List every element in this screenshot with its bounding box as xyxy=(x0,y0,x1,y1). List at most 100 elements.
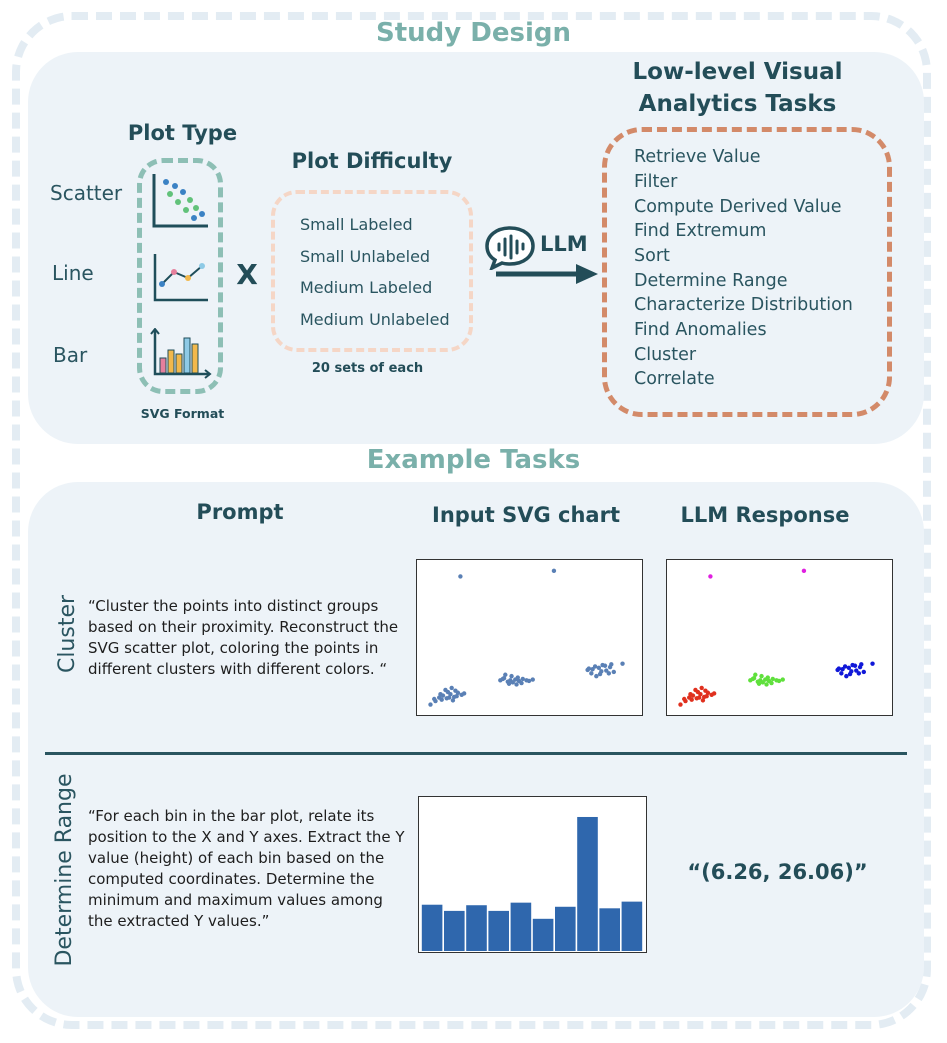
input-scatter-point xyxy=(428,702,433,707)
input-chart-column-heading: Input SVG chart xyxy=(432,503,620,527)
input-scatter-point xyxy=(438,691,443,697)
determine-range-prompt-text: “For each bin in the bar plot, relate it… xyxy=(88,807,405,930)
input-scatter-point xyxy=(449,685,454,691)
cluster-scatter-point xyxy=(849,669,854,674)
plot-type-dashed-box xyxy=(137,158,223,394)
input-scatter-point xyxy=(432,696,437,702)
cluster-scatter-point xyxy=(852,663,858,668)
input-scatter-point xyxy=(590,667,595,672)
cluster-scatter-point xyxy=(758,678,763,683)
bar-10 xyxy=(621,901,643,951)
input-scatter-point xyxy=(611,669,616,675)
input-scatter-point xyxy=(439,697,444,702)
cluster-scatter-point xyxy=(699,685,704,691)
bar-plot-icon xyxy=(150,328,212,379)
example-tasks-title: Example Tasks xyxy=(366,445,581,475)
bar-4 xyxy=(488,910,509,951)
cluster-scatter-point xyxy=(770,676,775,682)
determine-range-row-label: Determine Range xyxy=(52,773,77,967)
bar-1 xyxy=(421,904,443,951)
cluster-input-scatter xyxy=(428,568,625,707)
cluster-scatter-point xyxy=(704,694,709,699)
cluster-scatter-point xyxy=(776,678,782,684)
cluster-scatter-point xyxy=(839,671,844,676)
tasks-heading-line1: Low-level Visual xyxy=(632,59,843,85)
task-item: Compute Derived Value xyxy=(634,197,842,217)
plot-type-heading: Plot Type xyxy=(127,121,238,145)
input-scatter-point xyxy=(514,682,519,687)
twenty-sets-caption: 20 sets of each xyxy=(311,361,424,376)
cluster-scatter-point xyxy=(836,666,842,671)
cluster-scatter-point xyxy=(870,661,875,666)
cluster-scatter-point xyxy=(759,673,764,679)
cluster-scatter-point xyxy=(840,667,845,672)
bar-9 xyxy=(599,908,620,951)
difficulty-item: Small Labeled xyxy=(300,215,413,234)
cluster-scatter-point xyxy=(703,688,708,693)
cluster-scatter-point xyxy=(780,677,785,682)
cluster-scatter-point xyxy=(801,568,807,574)
cluster-scatter-point xyxy=(764,682,769,687)
cluster-scatter-point xyxy=(688,691,693,697)
cluster-scatter-point xyxy=(756,681,762,686)
cluster-scatter-point xyxy=(700,698,706,703)
input-scatter-point xyxy=(530,677,535,682)
task-item: Correlate xyxy=(634,369,715,389)
tasks-heading: Low-level Visual Analytics Tasks xyxy=(600,56,875,120)
plot-type-line-label: Line xyxy=(52,261,94,285)
input-scatter-point xyxy=(503,672,508,677)
input-scatter-point xyxy=(454,694,459,699)
cluster-response-chart xyxy=(666,559,893,716)
cluster-scatter-point xyxy=(846,665,852,671)
cluster-scatter-point xyxy=(765,675,770,680)
input-scatter-point xyxy=(519,680,524,686)
arrow-right-icon xyxy=(496,264,598,284)
input-scatter-point xyxy=(599,669,604,674)
row-divider xyxy=(45,752,907,755)
llm-response-column-heading: LLM Response xyxy=(680,503,850,527)
task-item: Find Anomalies xyxy=(634,320,767,340)
input-scatter-point xyxy=(602,663,608,668)
task-item: Sort xyxy=(634,246,670,266)
input-scatter-point xyxy=(453,688,458,693)
input-scatter-point xyxy=(461,691,467,696)
input-scatter-point xyxy=(620,661,625,666)
bar-6 xyxy=(532,918,554,951)
study-design-panel xyxy=(28,52,924,444)
cluster-scatter-point xyxy=(753,672,758,677)
input-scatter-point xyxy=(509,673,514,679)
cluster-row-label: Cluster xyxy=(55,594,80,674)
determine-range-response: “(6.26, 26.06)” xyxy=(687,860,868,884)
input-scatter-point xyxy=(586,666,592,671)
difficulty-item: Medium Unlabeled xyxy=(300,310,450,329)
input-scatter-point xyxy=(506,681,512,686)
cluster-scatter-point xyxy=(682,696,687,702)
cluster-scatter-point xyxy=(678,702,683,707)
plot-type-scatter-label: Scatter xyxy=(50,181,123,205)
cluster-scatter-point xyxy=(861,669,866,675)
task-item: Cluster xyxy=(634,345,697,365)
input-scatter-point xyxy=(609,662,614,667)
input-scatter-point xyxy=(446,695,452,700)
llm-label: LLM xyxy=(540,232,588,256)
input-scatter-point xyxy=(500,676,506,682)
input-scatter-point xyxy=(508,678,513,683)
task-item: Filter xyxy=(634,172,678,192)
bar-2 xyxy=(444,910,465,951)
plot-difficulty-heading: Plot Difficulty xyxy=(291,149,453,173)
input-scatter-point xyxy=(594,673,599,679)
task-item: Characterize Distribution xyxy=(634,295,853,315)
plot-difficulty-dashed-box xyxy=(271,190,473,352)
bar-5 xyxy=(510,902,532,951)
plot-type-bar-label: Bar xyxy=(53,343,88,367)
bar-8 xyxy=(577,816,598,951)
difficulty-item: Medium Labeled xyxy=(300,278,433,297)
cluster-prompt-text: “Cluster the points into distinct groups… xyxy=(88,597,399,678)
cluster-scatter-point xyxy=(859,662,864,667)
outer-dashed-border xyxy=(12,12,931,1029)
task-item: Determine Range xyxy=(634,271,788,291)
difficulty-item: Small Unlabeled xyxy=(300,247,431,266)
cluster-response-scatter xyxy=(678,568,875,707)
cluster-scatter-point xyxy=(696,695,702,700)
task-item: Find Extremum xyxy=(634,221,767,241)
